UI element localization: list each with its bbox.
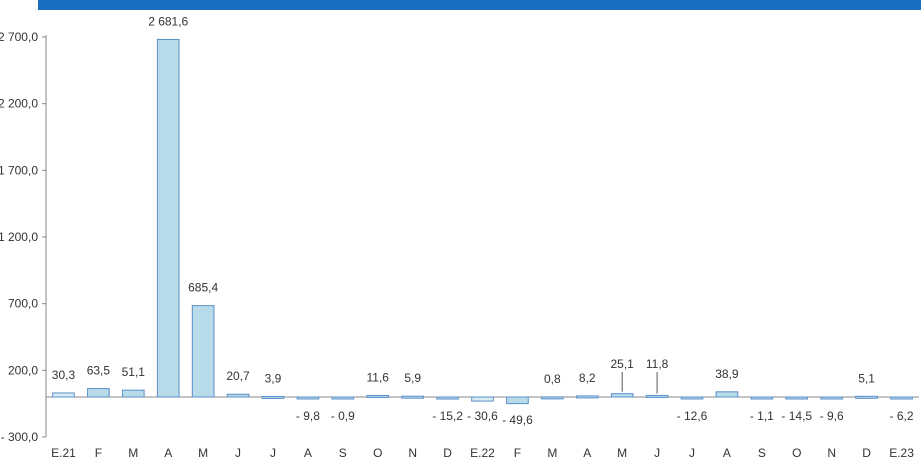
x-category-label: M <box>547 446 557 460</box>
x-category-label: F <box>95 446 102 460</box>
bar <box>436 396 459 400</box>
bar <box>261 395 285 399</box>
data-label: 5,9 <box>404 371 421 385</box>
bar <box>890 396 913 400</box>
y-tick-label: 2 200,0 <box>0 97 38 111</box>
data-label: 685,4 <box>188 281 218 295</box>
y-tick-label: 200,0 <box>8 363 38 377</box>
data-label: 38,9 <box>715 367 739 381</box>
x-category-label: E.22 <box>470 446 495 460</box>
x-category-label: N <box>827 446 836 460</box>
data-label: 63,5 <box>87 364 111 378</box>
x-category-label: A <box>164 446 172 460</box>
x-category-label: E.21 <box>51 446 76 460</box>
y-tick-label: 700,0 <box>8 297 38 311</box>
data-label: - 9,8 <box>296 409 320 423</box>
bar <box>471 396 494 402</box>
x-category-label: A <box>304 446 312 460</box>
bar <box>715 391 739 398</box>
x-category-label: M <box>617 446 627 460</box>
bar <box>156 38 180 398</box>
bar <box>610 393 634 398</box>
x-category-label: J <box>235 446 241 460</box>
bar <box>121 389 145 398</box>
data-label: - 1,1 <box>750 409 774 423</box>
x-category-label: O <box>792 446 801 460</box>
data-label: 30,3 <box>52 368 76 382</box>
bar <box>785 396 809 400</box>
bar <box>87 388 110 398</box>
x-category-label: M <box>128 446 138 460</box>
data-label: 11,8 <box>646 357 669 371</box>
bar <box>191 305 215 398</box>
data-label: 25,1 <box>611 357 635 371</box>
data-label: 0,8 <box>544 372 561 386</box>
data-label: - 9,6 <box>820 409 844 423</box>
bar <box>52 392 75 398</box>
bar <box>750 396 774 400</box>
data-label: 2 681,6 <box>148 14 188 28</box>
data-label: - 49,6 <box>502 413 533 427</box>
data-label: - 12,6 <box>677 409 708 423</box>
data-label: 51,1 <box>122 365 146 379</box>
x-category-label: J <box>654 446 660 460</box>
data-label: 11,6 <box>367 370 390 384</box>
x-category-label: N <box>408 446 417 460</box>
x-category-label: D <box>862 446 871 460</box>
y-tick-label: - 300,0 <box>1 430 39 444</box>
data-label: 3,9 <box>265 371 282 385</box>
header-bar <box>38 0 921 10</box>
y-tick-label: 1 200,0 <box>0 230 38 244</box>
bar <box>401 395 424 399</box>
x-category-label: F <box>514 446 521 460</box>
data-label: 8,2 <box>579 371 596 385</box>
bar <box>855 395 878 399</box>
bar <box>366 394 390 398</box>
data-label: 5,1 <box>858 371 875 385</box>
bar <box>296 396 320 400</box>
x-category-label: E.23 <box>889 446 914 460</box>
x-category-label: O <box>373 446 382 460</box>
x-category-label: S <box>339 446 347 460</box>
bar <box>506 396 529 405</box>
data-label: - 15,2 <box>432 409 463 423</box>
x-category-label: S <box>758 446 766 460</box>
bar <box>820 396 844 400</box>
x-category-label: J <box>689 446 695 460</box>
data-label: - 14,5 <box>781 409 812 423</box>
bar <box>680 396 704 400</box>
x-category-label: A <box>583 446 591 460</box>
data-label: - 0,9 <box>331 409 355 423</box>
y-tick-label: 1 700,0 <box>0 163 38 177</box>
x-category-label: A <box>723 446 731 460</box>
data-label: - 30,6 <box>467 409 498 423</box>
bar <box>331 396 355 400</box>
bar <box>645 394 669 398</box>
bar <box>226 393 250 398</box>
x-category-label: D <box>443 446 452 460</box>
x-category-label: M <box>198 446 208 460</box>
data-label: 20,7 <box>226 369 250 383</box>
bar <box>575 395 599 399</box>
bar <box>541 396 564 400</box>
y-tick-label: 2 700,0 <box>0 30 38 44</box>
x-category-label: J <box>270 446 276 460</box>
data-label: - 6,2 <box>890 409 914 423</box>
